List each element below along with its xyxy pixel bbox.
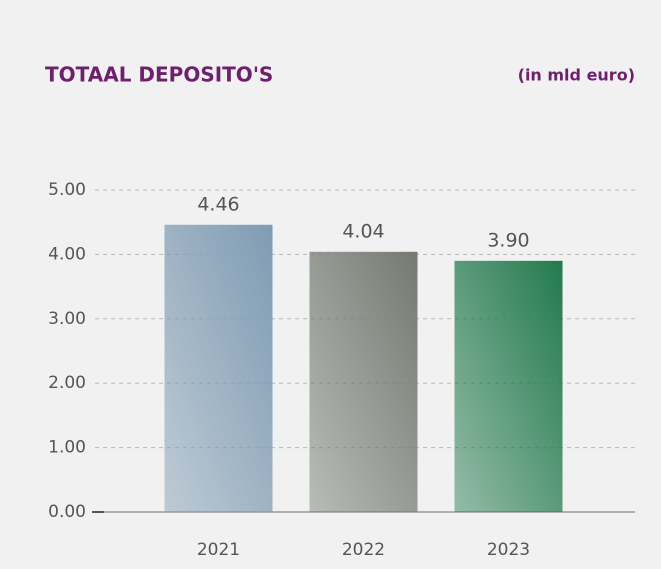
y-tick-label: 1.00 [48, 438, 86, 458]
y-tick-label: 4.00 [48, 244, 86, 264]
chart-title: TOTAAL DEPOSITO'S [45, 63, 273, 87]
data-label: 4.04 [342, 220, 384, 242]
bar [454, 260, 563, 512]
y-tick-label: 2.00 [48, 373, 86, 393]
data-label: 3.90 [487, 229, 529, 251]
x-tick-label: 2023 [487, 540, 530, 560]
bar [309, 251, 418, 512]
bar [164, 224, 273, 512]
chart-subtitle: (in mld euro) [518, 66, 635, 85]
x-tick-label: 2021 [197, 540, 240, 560]
x-tick-label: 2022 [342, 540, 385, 560]
y-tick-label: 0.00 [48, 502, 86, 522]
data-label: 4.46 [197, 193, 239, 215]
y-tick-label: 3.00 [48, 309, 86, 329]
y-tick-label: 5.00 [48, 180, 86, 200]
